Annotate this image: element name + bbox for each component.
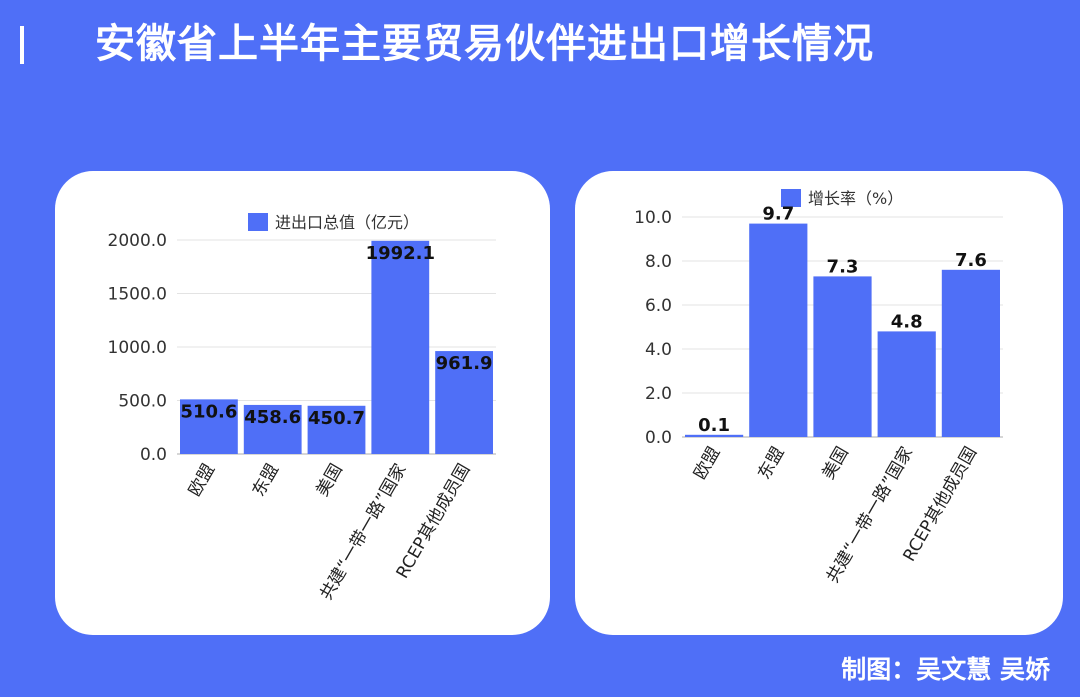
bar (813, 276, 872, 437)
legend-label: 增长率（%） (808, 189, 903, 208)
chart-growth-rate: 0.0 2.0 4.0 6.0 8.0 10.0 增长率（%） 0.1 欧盟 9.7 东盟 7.3 美国… (634, 189, 1003, 587)
data-label: 458.6 (244, 407, 301, 428)
legend-swatch (781, 189, 801, 207)
data-label: 961.9 (436, 353, 493, 374)
chart-trade-value: 0.0 500.0 1000.0 1500.0 2000.0 进出口总值（亿元） 510.6… (108, 213, 496, 604)
data-label: 7.6 (955, 250, 987, 271)
x-category-label: 东盟 (754, 444, 788, 483)
legend-label: 进出口总值（亿元） (275, 213, 419, 232)
data-label: 450.7 (308, 408, 365, 429)
bar (435, 351, 493, 454)
y-tick-label: 0.0 (140, 445, 167, 465)
y-tick-label: 500.0 (118, 392, 167, 412)
bar (941, 269, 1000, 437)
y-tick-label: 10.0 (634, 208, 672, 228)
bar (307, 405, 366, 454)
legend-swatch (248, 213, 268, 231)
x-category-label: 美国 (313, 461, 347, 500)
legend: 增长率（%） (781, 189, 903, 208)
x-category-label: 欧盟 (185, 461, 219, 500)
data-label: 4.8 (891, 311, 923, 332)
data-label: 510.6 (180, 401, 237, 422)
y-tick-label: 2.0 (645, 384, 672, 404)
title-accent-bar (20, 26, 24, 64)
y-tick-label: 8.0 (645, 252, 672, 272)
credit-text: 制图：吴文慧 吴娇 (841, 655, 1050, 684)
data-label: 1992.1 (366, 243, 435, 264)
bar (685, 434, 744, 437)
bar (243, 404, 302, 454)
data-label: 0.1 (698, 415, 730, 436)
x-category-label: 美国 (819, 444, 853, 483)
y-tick-label: 0.0 (645, 428, 672, 448)
data-label: 9.7 (762, 204, 794, 225)
page-title: 安徽省上半年主要贸易伙伴进出口增长情况 (95, 21, 874, 67)
x-category-label: 欧盟 (690, 444, 724, 483)
x-category-label: 东盟 (249, 461, 283, 500)
y-tick-label: 1500.0 (108, 285, 167, 305)
y-tick-label: 1000.0 (108, 338, 167, 358)
bar (371, 240, 430, 454)
bar (180, 399, 238, 454)
legend: 进出口总值（亿元） (248, 213, 419, 232)
title-bar: 安徽省上半年主要贸易伙伴进出口增长情况 (0, 0, 1080, 90)
bar (877, 331, 936, 437)
chart-panel-growth-rate: 0.0 2.0 4.0 6.0 8.0 10.0 增长率（%） 0.1 欧盟 9.7 东盟 7.3 美国… (575, 171, 1063, 635)
y-tick-label: 4.0 (645, 340, 672, 360)
y-tick-label: 2000.0 (108, 231, 167, 251)
data-label: 7.3 (827, 256, 859, 277)
y-tick-label: 6.0 (645, 296, 672, 316)
bar (749, 223, 808, 437)
chart-panel-trade-value: 0.0 500.0 1000.0 1500.0 2000.0 进出口总值（亿元） 510.6… (55, 171, 550, 635)
